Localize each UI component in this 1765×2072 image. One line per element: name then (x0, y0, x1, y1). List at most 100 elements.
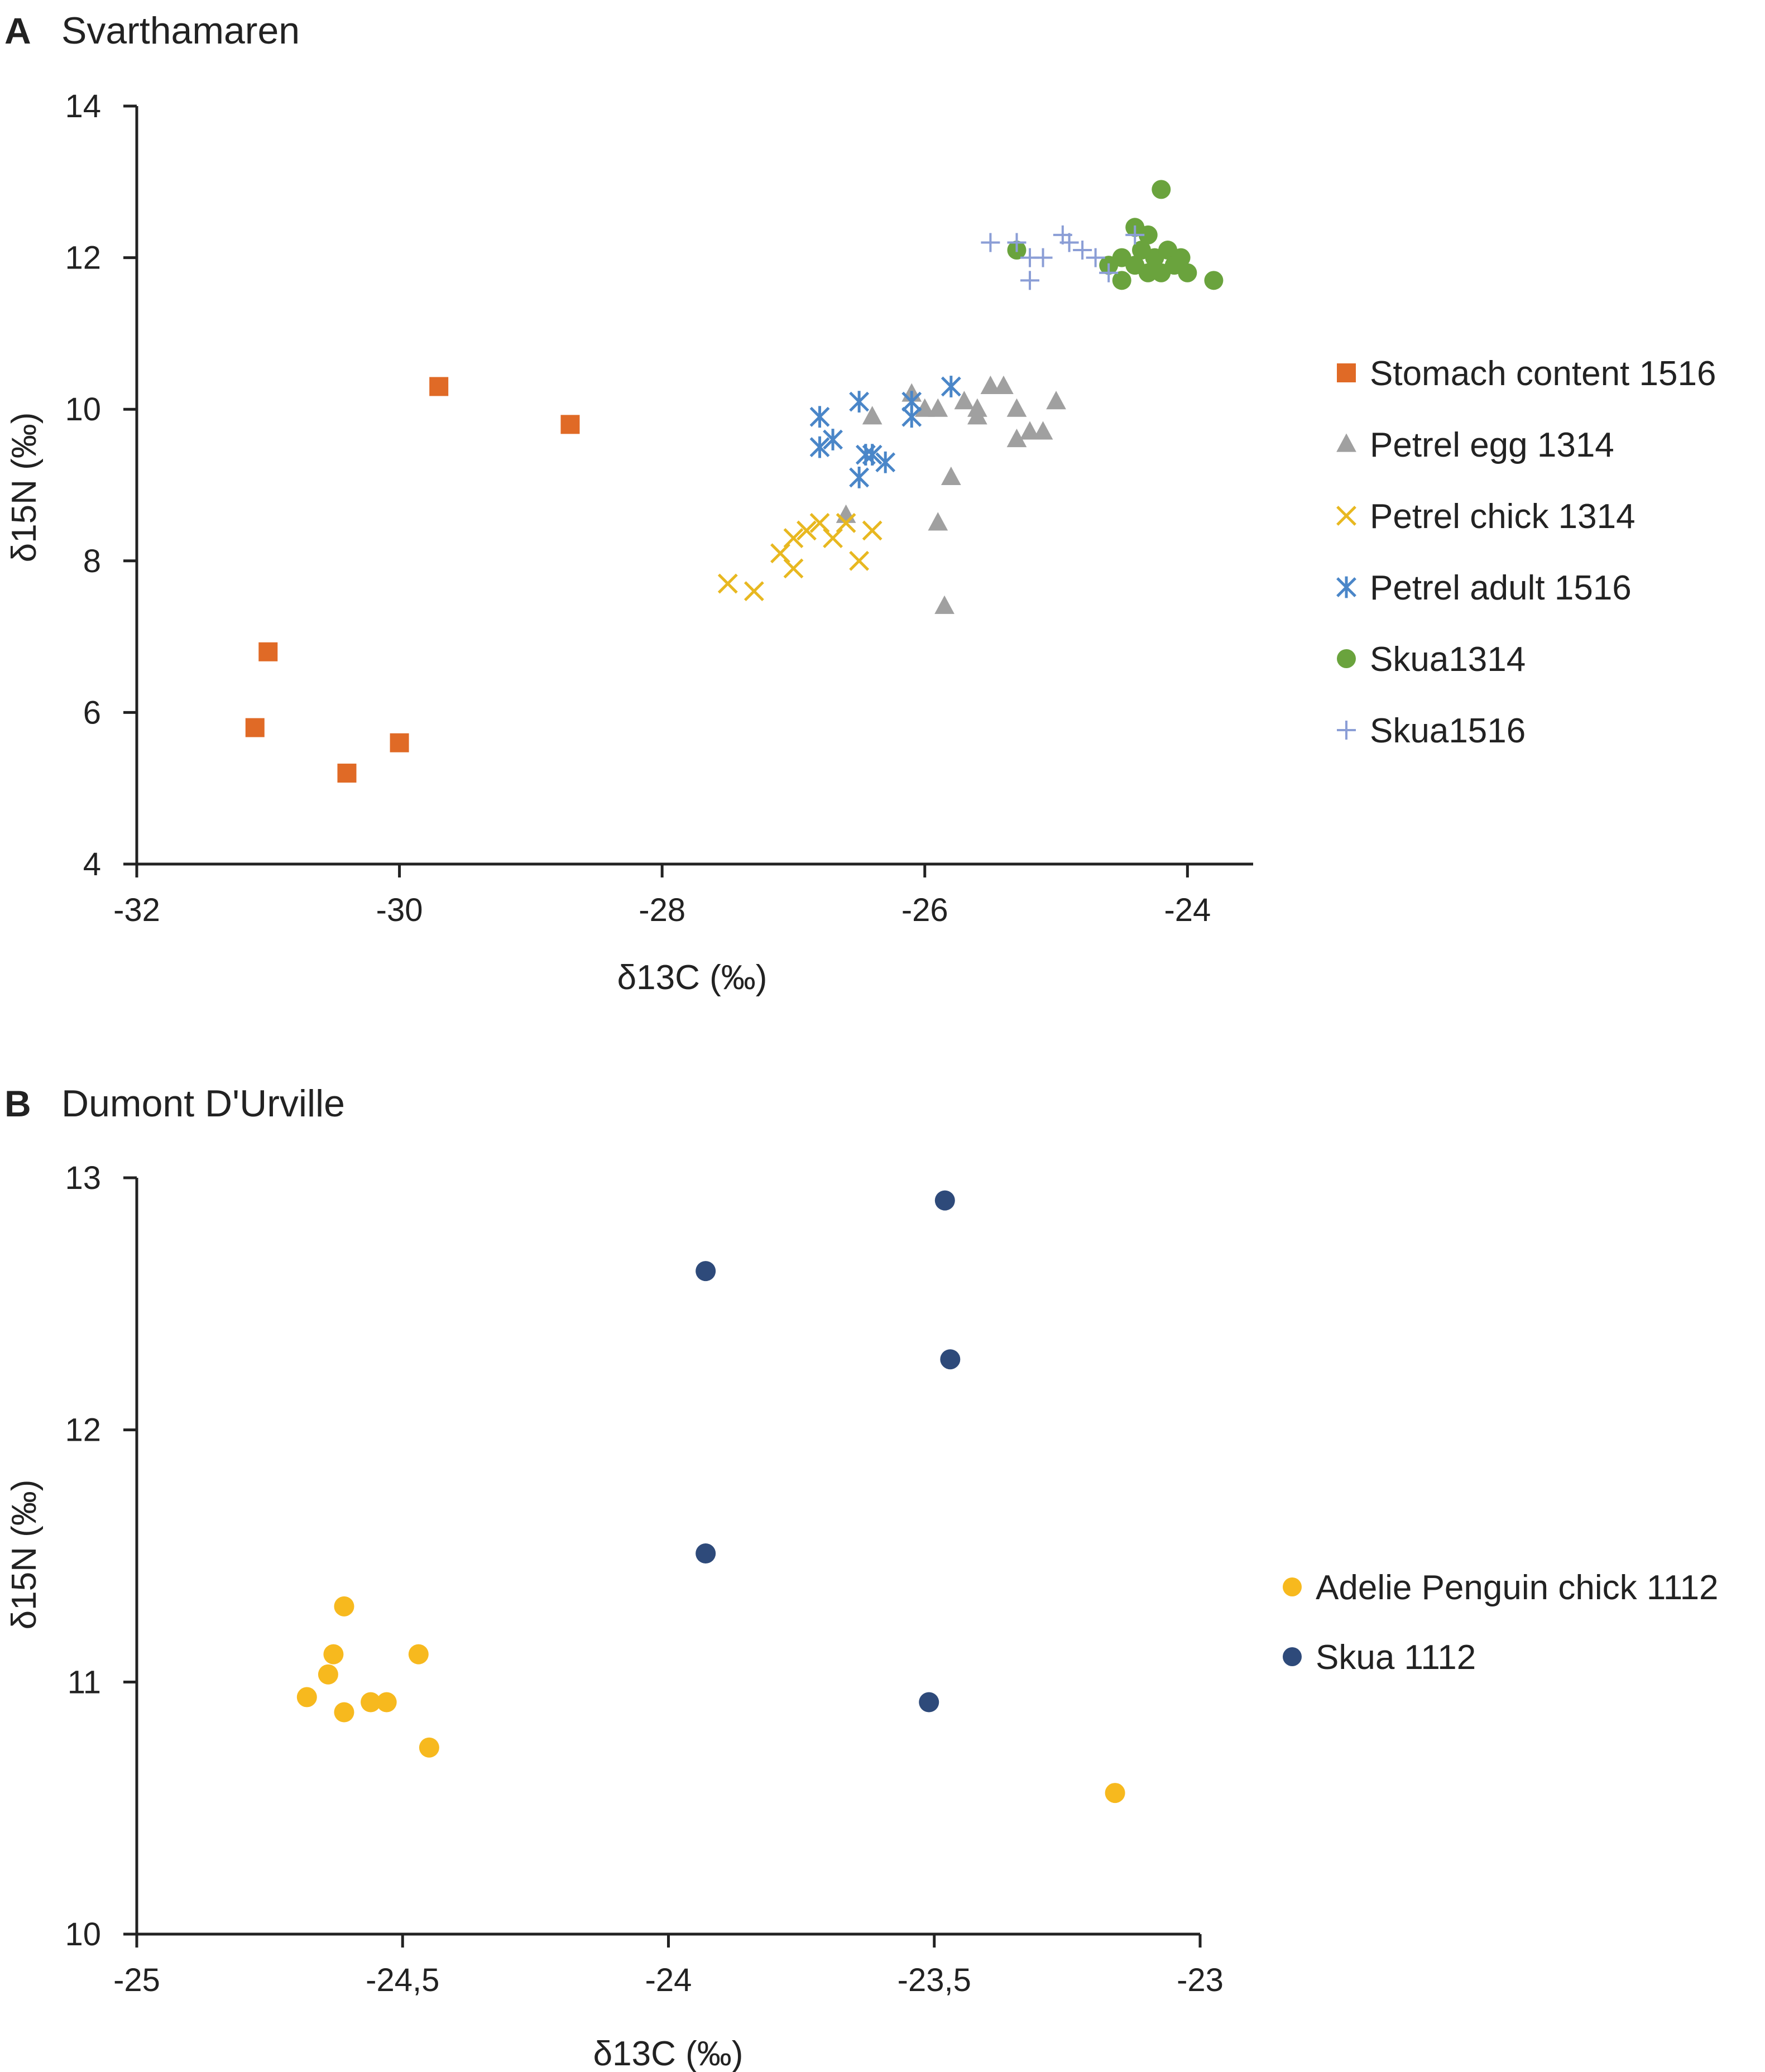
x-tick-label: -25 (113, 1962, 160, 1998)
data-point (1138, 263, 1158, 282)
data-point (1112, 271, 1131, 290)
series-adelie-penguin-chick-1112 (296, 1596, 1125, 1804)
data-point (1006, 398, 1027, 417)
legend-item-petrel-adult-1516: Petrel adult 1516 (1336, 569, 1632, 607)
panel-b: B Dumont D'Urville 10 11 12 13 -25 -24,5 -24 -2… (4, 1082, 1719, 2072)
panel-b-plot: 10 11 12 13 -25 -24,5 -24 -23,5 -23 (65, 1160, 1223, 1998)
data-point (717, 573, 738, 594)
legend-item-skua-1112: Skua 1112 (1283, 1638, 1476, 1677)
data-point (1006, 428, 1027, 448)
data-point (875, 451, 896, 473)
x-tick-label: -23 (1177, 1962, 1224, 1998)
legend-item-skua1516: Skua1516 (1337, 712, 1526, 750)
data-point (334, 1702, 354, 1723)
data-point (408, 1644, 429, 1665)
data-point (318, 1664, 338, 1685)
legend-label: Petrel chick 1314 (1370, 497, 1635, 536)
y-tick-label: 10 (65, 1916, 101, 1953)
legend-marker (1283, 1577, 1302, 1596)
data-point (419, 1737, 439, 1758)
data-point (836, 512, 856, 533)
x-tick-label: -28 (639, 892, 685, 928)
x-tick-label: -30 (376, 892, 423, 928)
data-point (849, 550, 870, 571)
data-point (980, 375, 1001, 395)
data-point (849, 467, 870, 488)
legend-item-adelie-penguin-chick-1112: Adelie Penguin chick 1112 (1283, 1569, 1719, 1607)
x-tick-label: -24 (645, 1962, 692, 1998)
panel-b-y-axis-label: δ15N (‰) (5, 1480, 44, 1630)
legend-label: Petrel adult 1516 (1370, 569, 1632, 607)
panel-b-legend: Adelie Penguin chick 1112 Skua 1112 (1283, 1569, 1719, 1677)
series-petrel-chick-1314 (717, 512, 882, 602)
data-point (361, 1692, 381, 1713)
data-point (862, 406, 882, 425)
data-point (1020, 248, 1039, 267)
legend-label: Petrel egg 1314 (1370, 426, 1614, 464)
data-point (836, 504, 856, 523)
data-point (296, 1687, 317, 1708)
data-point (928, 398, 948, 417)
data-point (1152, 180, 1171, 199)
data-point (994, 375, 1014, 395)
data-point (1059, 233, 1079, 252)
data-point (783, 528, 804, 548)
y-tick-label: 10 (65, 391, 101, 428)
data-point (1073, 241, 1092, 260)
data-point (862, 520, 882, 541)
legend-marker (1336, 506, 1356, 526)
data-point (1171, 248, 1191, 267)
y-tick-label: 8 (83, 543, 101, 579)
data-point (1007, 233, 1027, 252)
series-skua1314 (1007, 180, 1224, 290)
data-point (560, 415, 580, 434)
legend-marker (1283, 1647, 1302, 1666)
legend-item-petrel-chick-1314: Petrel chick 1314 (1336, 497, 1635, 536)
data-point (954, 391, 975, 410)
series-petrel-adult-1516 (809, 376, 961, 488)
data-point (940, 1349, 961, 1370)
panel-b-title: Dumont D'Urville (61, 1082, 345, 1125)
series-stomach-content-1516 (245, 377, 580, 783)
data-point (1125, 225, 1145, 244)
data-point (928, 512, 948, 531)
y-tick-label: 11 (68, 1664, 101, 1700)
panel-b-letter: B (4, 1083, 31, 1124)
x-tick-label: -32 (113, 892, 160, 928)
legend-marker (1337, 363, 1356, 382)
data-point (1020, 421, 1040, 440)
data-point (941, 466, 961, 486)
legend-label: Skua 1112 (1316, 1638, 1476, 1677)
legend-label: Adelie Penguin chick 1112 (1316, 1569, 1719, 1607)
data-point (934, 1190, 955, 1211)
data-point (1033, 421, 1053, 440)
x-tick-label: -26 (901, 892, 948, 928)
data-point (1086, 248, 1105, 267)
series-petrel-egg-1314 (836, 375, 1066, 614)
data-point (258, 642, 278, 661)
data-point (941, 376, 961, 397)
legend-label: Stomach content 1516 (1370, 354, 1716, 393)
data-point (1204, 271, 1224, 290)
data-point (323, 1644, 344, 1665)
y-tick-label: 4 (83, 846, 101, 882)
panel-a-plot: 4 6 8 10 12 14 -32 -30 -28 -26 -24 (65, 88, 1253, 928)
y-tick-label: 12 (65, 240, 101, 276)
data-point (245, 718, 265, 737)
legend-label: Skua1516 (1370, 712, 1526, 750)
data-point (967, 406, 987, 425)
data-point (429, 377, 449, 396)
data-point (809, 406, 830, 428)
data-point (981, 233, 1000, 252)
data-point (1132, 241, 1151, 260)
legend-marker (1337, 649, 1356, 668)
legend-item-stomach-content-1516: Stomach content 1516 (1337, 354, 1716, 393)
y-tick-label: 13 (65, 1160, 101, 1196)
data-point (783, 558, 804, 579)
legend-item-skua1314: Skua1314 (1337, 640, 1526, 679)
data-point (1138, 225, 1158, 244)
panel-a-letter: A (4, 10, 31, 51)
series-skua1516 (981, 225, 1145, 290)
